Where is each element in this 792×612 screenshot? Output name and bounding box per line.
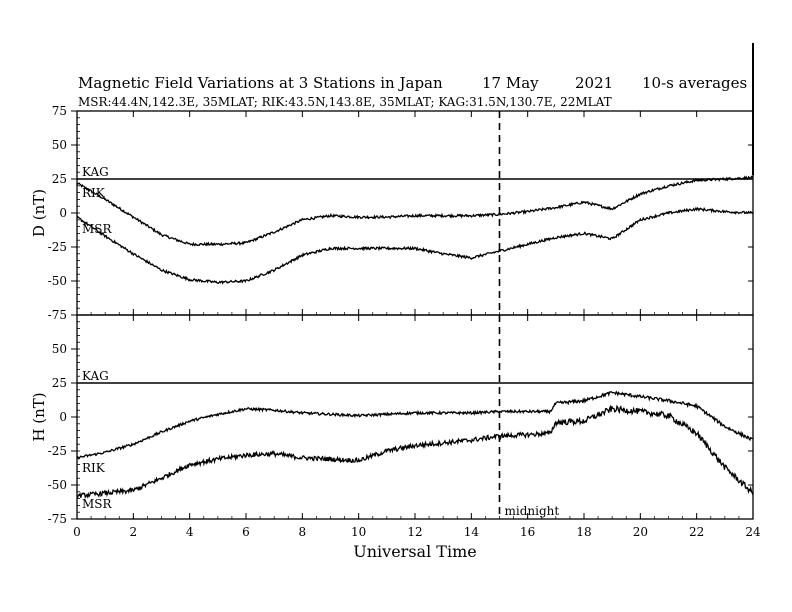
- panel-D-frame: [76, 110, 754, 316]
- y-tick-label-H: -75: [48, 512, 67, 526]
- y-tick-label-H: 50: [52, 342, 67, 356]
- series-line-D-MSR: [76, 206, 754, 285]
- stations-info: MSR:44.4N,142.3E, 35MLAT; RIK:43.5N,143.…: [78, 95, 612, 109]
- series-label-H-KAG: KAG: [82, 369, 109, 383]
- x-tick-label: 18: [576, 525, 591, 539]
- series-label-D-MSR: MSR: [82, 222, 113, 236]
- series-label-H-MSR: MSR: [82, 497, 113, 511]
- y-tick-label-H: -25: [48, 444, 67, 458]
- h-panel-y-axis-title: H (nT): [30, 392, 48, 441]
- x-tick-label: 10: [351, 525, 366, 539]
- figure-averaging: 10-s averages: [642, 74, 747, 92]
- x-tick-label: 8: [299, 525, 307, 539]
- x-tick-label: 24: [745, 525, 761, 539]
- y-tick-label-H: -50: [48, 478, 67, 492]
- series-line-H-RIK: [77, 390, 754, 460]
- x-tick-label: 20: [633, 525, 648, 539]
- series-line-D-RIK: [76, 175, 754, 247]
- x-tick-label: 14: [464, 525, 480, 539]
- series-label-D-KAG: KAG: [82, 165, 109, 179]
- data-lines: KAG RIK MSR KAG RIK MSR: [76, 165, 754, 511]
- x-tick-label: 0: [73, 525, 81, 539]
- x-tick-label: 12: [407, 525, 422, 539]
- y-tick-label-D: 25: [52, 172, 67, 186]
- x-tick-label: 4: [186, 525, 194, 539]
- figure-year: 2021: [575, 74, 613, 92]
- x-tick-label: 6: [242, 525, 250, 539]
- panel-H-frame: [76, 314, 754, 520]
- x-tick-label: 16: [520, 525, 535, 539]
- figure-title: Magnetic Field Variations at 3 Stations …: [78, 74, 443, 92]
- figure-date: 17 May: [482, 74, 539, 92]
- series-label-D-RIK: RIK: [82, 186, 106, 200]
- x-tick-label: 22: [689, 525, 704, 539]
- series-label-H-RIK: RIK: [82, 461, 106, 475]
- x-axis-title: Universal Time: [353, 542, 476, 561]
- y-tick-label-D: -25: [48, 240, 67, 254]
- y-tick-label-H: 25: [52, 376, 67, 390]
- series-line-H-MSR: [76, 404, 754, 499]
- midnight-label: midnight: [505, 504, 560, 518]
- d-panel-y-axis-title: D (nT): [30, 189, 48, 237]
- y-tick-label-D: 0: [59, 206, 67, 220]
- y-tick-label-D: -50: [48, 274, 67, 288]
- x-tick-label: 2: [130, 525, 138, 539]
- y-tick-label-H: 0: [59, 410, 67, 424]
- y-tick-label-D: 50: [52, 138, 67, 152]
- y-tick-label-D: -75: [48, 308, 67, 322]
- y-tick-label-D: 75: [52, 104, 67, 118]
